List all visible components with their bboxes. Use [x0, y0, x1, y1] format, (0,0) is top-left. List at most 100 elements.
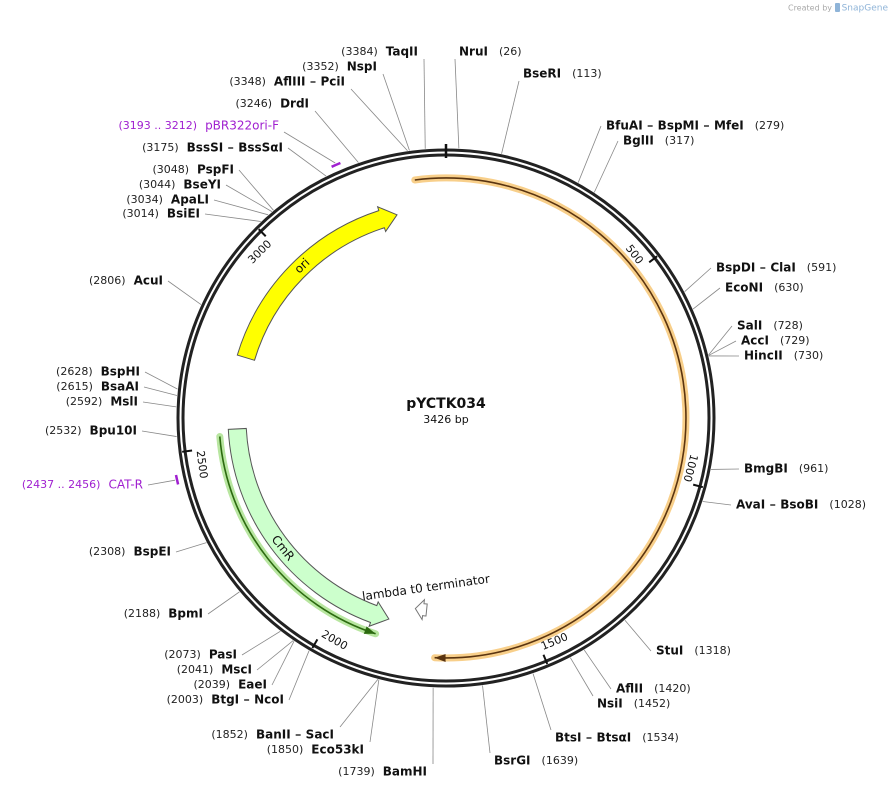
leader-line [501, 80, 520, 154]
enzyme-position: (2073) [164, 648, 201, 661]
enzyme-name: ApaLI [171, 193, 209, 207]
label-group: (3246) DrdI [235, 97, 309, 111]
enzyme-name: BspMI [658, 119, 699, 133]
tick-label: 2500 [194, 450, 210, 479]
enzyme-name: PciI [321, 75, 346, 89]
enzyme-name: AcuI [134, 274, 163, 288]
feature-arrow [414, 598, 428, 622]
leader-line [532, 673, 552, 731]
enzyme-name: NspI [347, 60, 377, 74]
enzyme-name: StuI [656, 644, 683, 658]
enzyme-position: (2188) [124, 607, 161, 620]
label-group: BtsI BtsαI (1534) [555, 731, 679, 745]
primer-name: CAT-R [108, 478, 143, 492]
leader-line [423, 58, 426, 149]
feature-arrow [227, 427, 390, 628]
label-group: (2073) PasI [164, 648, 237, 662]
label-group: AflII (1420) [616, 682, 691, 696]
enzyme-position: (1318) [694, 644, 731, 657]
primer-location: (3193 .. 3212) [119, 119, 198, 132]
enzyme-position: (3044) [139, 178, 176, 191]
enzyme-name: BsiEI [167, 207, 200, 221]
enzyme-name: BsaAI [101, 380, 139, 394]
label-group: HincII (730) [744, 349, 823, 363]
orf-arrowhead [434, 653, 446, 662]
leader-line [692, 287, 721, 310]
leader-line [144, 371, 178, 390]
feature-arrow [236, 205, 398, 361]
tick-mark [648, 255, 658, 264]
watermark-prefix: Created by [788, 4, 832, 13]
leader-line [350, 88, 408, 152]
enzyme-name: NruI [459, 45, 488, 59]
leader-line [369, 679, 380, 743]
label-group: (2437 .. 2456) CAT-R [22, 478, 143, 492]
enzyme-position: (1850) [267, 743, 304, 756]
label-group: (2041) MscI [177, 663, 252, 677]
enzyme-name: SacI [306, 728, 334, 742]
leader-line [583, 649, 612, 690]
enzyme-position: (2003) [167, 693, 204, 706]
leader-line [241, 630, 281, 656]
enzyme-position: (317) [665, 134, 695, 147]
enzyme-position: (1452) [634, 697, 671, 710]
enzyme-name: BssSαI [238, 141, 283, 155]
enzyme-name: ClaI [770, 261, 795, 275]
leader-line [207, 591, 240, 615]
enzyme-name: NsiI [597, 697, 623, 711]
orf-arrowhead [363, 626, 376, 634]
enzyme-name: BfuAI [606, 119, 643, 133]
enzyme-name: EaeI [238, 678, 267, 692]
label-group: BspDI ClaI (591) [716, 261, 836, 275]
enzyme-name: BspEI [133, 545, 171, 559]
enzyme-position: (3014) [122, 207, 159, 220]
enzyme-name: BssSI [187, 141, 224, 155]
tick-mark [257, 228, 267, 237]
enzyme-name: BsrGI [494, 754, 531, 768]
leader-line [708, 325, 733, 356]
leader-line [287, 147, 327, 177]
enzyme-position: (1420) [654, 682, 691, 695]
label-group: (2615) BsaAI [56, 380, 139, 394]
label-group: (2039) EaeI [194, 678, 267, 692]
enzyme-name: TaqII [386, 45, 418, 59]
label-group: (2628) BspHI [56, 365, 140, 379]
enzyme-name: BpmI [168, 607, 203, 621]
leader-line [256, 640, 294, 671]
label-group: AccI (729) [741, 334, 810, 348]
enzyme-position: (2592) [66, 395, 103, 408]
enzyme-name: BmgBI [744, 462, 788, 476]
enzyme-position: (730) [794, 349, 824, 362]
enzyme-position: (591) [807, 261, 837, 274]
enzyme-name: BspHI [101, 365, 140, 379]
label-group: BmgBI (961) [744, 462, 828, 476]
enzyme-name: Bpu10I [90, 424, 137, 438]
label-group: (1850) Eco53kI [267, 743, 364, 757]
enzyme-position: (2041) [177, 663, 214, 676]
label-group: (3048) PspFI [152, 163, 234, 177]
primer-leader [283, 131, 336, 164]
enzyme-name: PasI [209, 648, 237, 662]
enzyme-name: BanII [256, 728, 291, 742]
label-group: NruI (26) [459, 45, 522, 59]
enzyme-name: BspDI [716, 261, 755, 275]
watermark-icon [835, 3, 840, 12]
leader-line [339, 679, 379, 728]
enzyme-position: (113) [572, 67, 602, 80]
leader-line [238, 169, 274, 211]
leader-line [593, 140, 619, 193]
enzyme-position: (3352) [302, 60, 339, 73]
enzyme-name: BtsαI [597, 731, 632, 745]
label-group: StuI (1318) [656, 644, 731, 658]
label-group: (3348) AflIII PciI [229, 75, 345, 89]
enzyme-position: (961) [799, 462, 829, 475]
tick-mark [311, 638, 319, 649]
primer-mark [174, 474, 180, 485]
enzyme-position: (728) [773, 319, 803, 332]
primer-name: pBR322ori-F [205, 119, 279, 133]
enzyme-name: SalI [737, 319, 762, 333]
leader-line [141, 430, 177, 437]
enzyme-position: (3048) [152, 163, 189, 176]
primer-location: (2437 .. 2456) [22, 478, 101, 491]
orf-line [219, 436, 376, 635]
